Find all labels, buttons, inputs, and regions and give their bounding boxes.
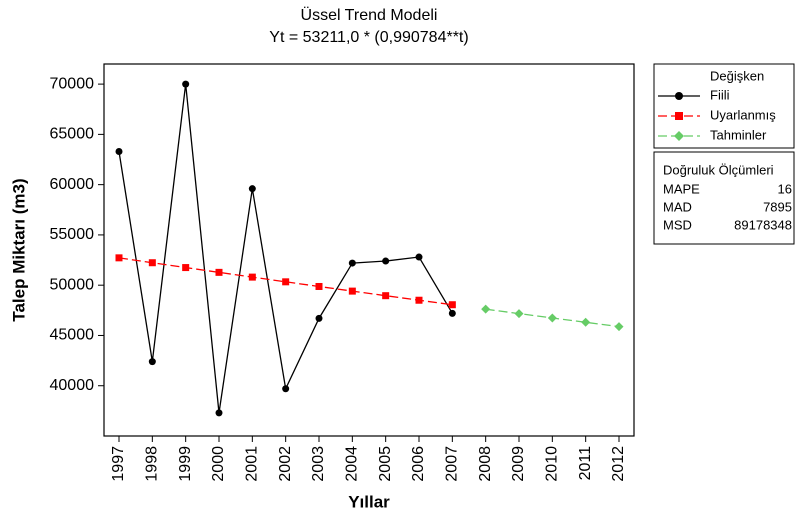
y-tick-label: 40000 bbox=[50, 377, 95, 394]
x-tick-label: 1998 bbox=[144, 446, 161, 482]
x-tick-label: 1999 bbox=[177, 446, 194, 482]
accuracy-label: MAD bbox=[663, 199, 692, 214]
data-point bbox=[382, 257, 390, 265]
data-point bbox=[581, 317, 591, 327]
data-point bbox=[348, 287, 356, 295]
x-tick-label: 2007 bbox=[444, 446, 461, 482]
y-axis-label: Talep Miktarı (m3) bbox=[9, 178, 28, 321]
data-point bbox=[348, 259, 356, 267]
series-line bbox=[118, 84, 453, 413]
y-tick-label: 45000 bbox=[50, 327, 95, 344]
data-point bbox=[282, 385, 290, 393]
data-point bbox=[282, 278, 290, 286]
legend-marker bbox=[675, 112, 683, 120]
y-tick-label: 70000 bbox=[50, 75, 95, 92]
data-point bbox=[448, 301, 456, 309]
accuracy-label: MAPE bbox=[663, 181, 700, 196]
legend-label: Fiili bbox=[710, 87, 730, 102]
x-axis-label: Yıllar bbox=[348, 492, 390, 511]
x-tick-label: 2001 bbox=[244, 446, 261, 482]
plot-frame bbox=[103, 63, 635, 437]
x-tick-label: 2006 bbox=[410, 446, 427, 482]
y-tick-label: 55000 bbox=[50, 226, 95, 243]
data-point bbox=[148, 259, 156, 267]
x-tick-label: 2003 bbox=[310, 446, 327, 482]
y-tick-label: 65000 bbox=[50, 126, 95, 143]
data-point bbox=[182, 80, 190, 88]
accuracy-title: Doğruluk Ölçümleri bbox=[663, 162, 774, 177]
data-point bbox=[215, 409, 223, 417]
data-point bbox=[148, 358, 156, 366]
data-point bbox=[315, 314, 323, 322]
data-point bbox=[182, 264, 190, 272]
accuracy-box bbox=[653, 151, 795, 245]
accuracy-value: 7895 bbox=[763, 199, 792, 214]
data-point bbox=[415, 296, 423, 304]
x-tick-label: 2000 bbox=[210, 446, 227, 482]
data-point bbox=[215, 268, 223, 276]
y-tick-label: 50000 bbox=[50, 276, 95, 293]
x-tick-label: 1997 bbox=[110, 446, 127, 482]
data-point bbox=[415, 253, 423, 261]
data-point bbox=[115, 147, 123, 155]
legend-label: Uyarlanmış bbox=[710, 107, 776, 122]
x-tick-label: 2002 bbox=[277, 446, 294, 482]
data-point bbox=[448, 309, 456, 317]
legend-marker bbox=[675, 92, 683, 100]
chart-title: Üssel Trend Modeli bbox=[301, 6, 438, 24]
data-point bbox=[481, 304, 491, 314]
x-tick-label: 2012 bbox=[610, 446, 627, 482]
x-tick-label: 2005 bbox=[377, 446, 394, 482]
accuracy-label: MSD bbox=[663, 217, 692, 232]
data-point bbox=[547, 313, 557, 323]
legend-label: Tahminler bbox=[710, 127, 767, 142]
x-tick-label: 2011 bbox=[577, 446, 594, 481]
data-point bbox=[248, 185, 256, 193]
data-point bbox=[248, 273, 256, 281]
data-point bbox=[514, 309, 524, 319]
accuracy-value: 89178348 bbox=[734, 217, 792, 232]
data-point bbox=[382, 292, 390, 300]
legend-marker bbox=[674, 131, 684, 141]
legend-title: Değişken bbox=[710, 68, 764, 83]
x-tick-label: 2010 bbox=[544, 446, 561, 482]
chart-subtitle: Yt = 53211,0 * (0,990784**t) bbox=[269, 29, 468, 46]
y-tick-label: 60000 bbox=[50, 176, 95, 193]
data-point bbox=[614, 322, 624, 332]
series-line bbox=[118, 257, 453, 306]
data-point bbox=[315, 282, 323, 290]
accuracy-value: 16 bbox=[778, 181, 792, 196]
x-tick-label: 2009 bbox=[510, 446, 527, 482]
x-tick-label: 2004 bbox=[344, 446, 361, 482]
data-point bbox=[115, 254, 123, 262]
x-tick-label: 2008 bbox=[477, 446, 494, 482]
legend-box bbox=[653, 63, 795, 149]
